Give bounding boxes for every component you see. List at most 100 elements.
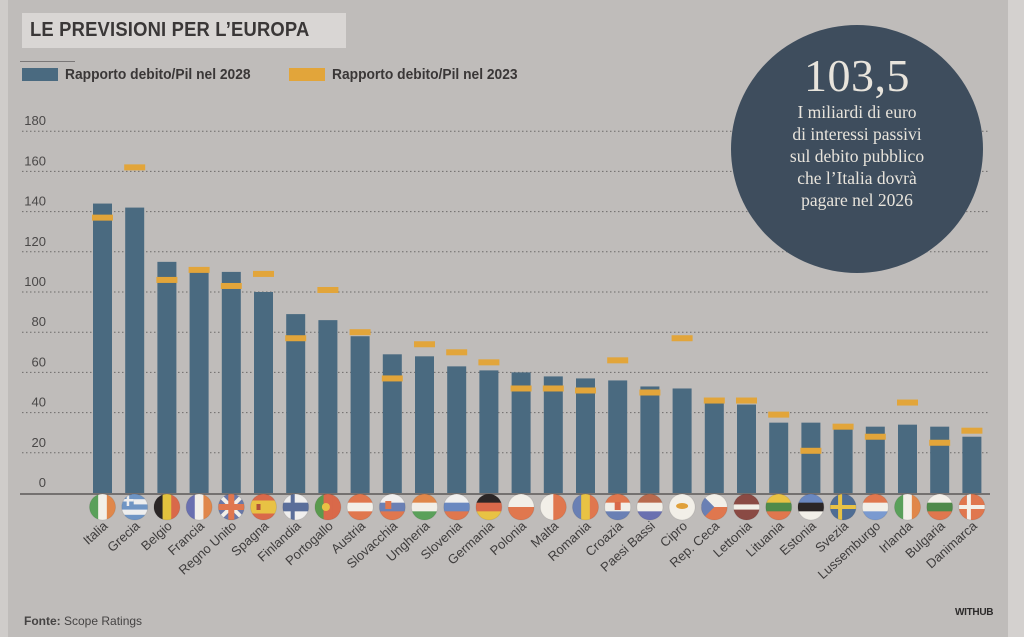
legend-item-2028: Rapporto debito/Pil nel 2028 [22, 66, 267, 83]
marker-2023 [220, 282, 242, 289]
bar-2028 [576, 378, 595, 493]
bar-2028 [382, 354, 402, 493]
bar-2028 [447, 366, 467, 493]
marker-2023 [832, 423, 854, 430]
title-rule [20, 61, 75, 62]
bar-2028 [930, 426, 950, 493]
estonia-flag-icon [797, 494, 824, 520]
markers-2023 [92, 164, 983, 454]
y-tick-label: 100 [24, 274, 46, 289]
marker-2023 [156, 276, 178, 283]
callout-number: 103,5 [804, 50, 910, 101]
source-label: Fonte: [24, 614, 61, 628]
bar-2028 [125, 207, 145, 493]
bar-2028 [608, 380, 628, 493]
x-axis-label: Estonia [777, 518, 820, 559]
source-value: Scope Ratings [64, 614, 143, 628]
austria-flag-icon [347, 494, 374, 520]
bar-2028 [801, 422, 821, 493]
marker-2023 [800, 447, 822, 454]
sweden-flag-icon [830, 494, 857, 520]
france-flag-icon [186, 494, 213, 520]
callout-text: I miliardi di euro di interessi passivi … [731, 101, 983, 211]
bar-2028 [865, 426, 885, 493]
callout-line: che l’Italia dovrà [797, 168, 917, 188]
legend-item-2023: Rapporto debito/Pil nel 2023 [288, 66, 534, 83]
callout-line: di interessi passivi [792, 124, 922, 144]
spain-flag-icon [250, 494, 277, 520]
callout-line: I miliardi di euro [797, 102, 917, 122]
marker-2023 [478, 359, 500, 366]
page-margin-right [1008, 0, 1024, 637]
bar-2028 [93, 203, 112, 493]
y-tick-label: 180 [24, 113, 46, 128]
marker-2023 [317, 286, 339, 293]
bar-2028 [318, 320, 338, 493]
marker-2023 [446, 349, 468, 356]
bar-2028 [415, 356, 434, 493]
marker-2023 [703, 397, 725, 404]
marker-2023 [92, 214, 113, 221]
bar-2028 [350, 336, 370, 493]
bar-2028 [254, 292, 273, 493]
y-tick-label: 40 [32, 395, 46, 410]
bar-2028 [157, 261, 177, 493]
bar-2028 [479, 370, 499, 493]
romania-flag-icon [572, 494, 599, 520]
marker-2023 [607, 357, 629, 364]
germany-flag-icon [475, 494, 502, 520]
marker-2023 [575, 387, 596, 394]
source-note: Fonte: Scope Ratings [24, 614, 142, 628]
slovakia-flag-icon [379, 494, 406, 520]
portugal-flag-icon [314, 494, 341, 520]
bar-2028 [286, 314, 306, 493]
finland-flag-icon [282, 494, 309, 520]
poland-flag-icon [508, 494, 535, 520]
greece-flag-icon [121, 494, 148, 520]
bar-2028 [543, 376, 563, 493]
y-tick-label: 120 [24, 234, 46, 249]
lithuania-flag-icon [765, 494, 792, 520]
bar-2028 [189, 267, 209, 493]
brand-logo: WITHUB [955, 607, 994, 618]
latvia-flag-icon [733, 494, 760, 520]
marker-2023 [285, 335, 307, 342]
bar-2028 [737, 404, 756, 493]
marker-2023 [510, 385, 532, 392]
netherlands-flag-icon [636, 494, 663, 520]
bar-2028 [704, 402, 724, 493]
callout-line: pagare nel 2026 [801, 190, 913, 210]
luxembourg-flag-icon [862, 494, 889, 520]
hungary-flag-icon [411, 494, 438, 520]
chart-title: LE PREVISIONI PER L’EUROPA [30, 19, 310, 41]
legend-label-2023: Rapporto debito/Pil nel 2023 [331, 66, 518, 83]
marker-2023 [381, 375, 403, 382]
legend-label-2028: Rapporto debito/Pil nel 2028 [65, 66, 251, 83]
bars-2028 [93, 203, 982, 493]
y-tick-label: 140 [24, 194, 46, 209]
country-flags [89, 493, 986, 521]
marker-2023 [542, 385, 564, 392]
legend-swatch-2028 [22, 68, 58, 81]
bulgaria-flag-icon [926, 494, 953, 520]
marker-2023 [768, 411, 790, 418]
ireland-flag-icon [894, 494, 921, 520]
bar-2028 [898, 424, 917, 493]
marker-2023 [639, 389, 661, 396]
marker-2023 [414, 341, 435, 348]
malta-flag-icon [540, 494, 567, 520]
title-box: LE PREVISIONI PER L’EUROPA [22, 13, 346, 48]
callout-circle: 103,5 I miliardi di euro di interessi pa… [731, 25, 983, 273]
marker-2023 [253, 270, 274, 277]
y-tick-label: 160 [24, 153, 46, 168]
x-axis-label: Grecia [104, 518, 143, 555]
marker-2023 [929, 439, 951, 446]
uk-flag-icon [218, 494, 245, 520]
denmark-flag-icon [958, 494, 985, 520]
marker-2023 [897, 399, 918, 406]
y-tick-label: 80 [32, 314, 46, 329]
marker-2023 [864, 433, 886, 440]
czech-flag-icon [701, 494, 728, 520]
